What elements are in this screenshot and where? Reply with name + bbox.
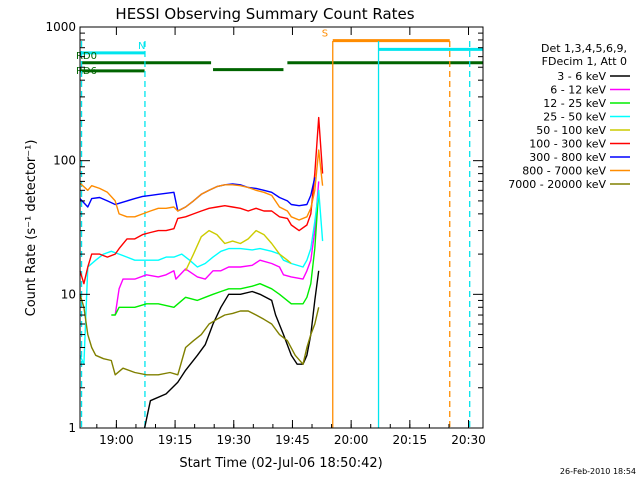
x-tick-label: 19:30 (216, 433, 251, 447)
series-line-800-7000-kev (79, 149, 324, 221)
y-axis-label: Count Rate (s⁻¹ detector⁻¹) (24, 140, 39, 317)
x-tick-label: 19:15 (158, 433, 193, 447)
series-line-6-12-kev (114, 181, 320, 316)
flag-label-s: S (322, 29, 328, 40)
legend-label-3-6-kev: 3 - 6 keV (557, 70, 606, 83)
series-line-25-50-kev (79, 189, 324, 365)
series-line-100-300-kev (79, 116, 324, 285)
axis-ticks-layer: 19:00 19:15 19:30 19:45 20:00 20:15 20:30 1 10 10… (45, 20, 485, 447)
x-axis-label: Start Time (02-Jul-06 18:50:42) (179, 456, 382, 471)
plot-frame (79, 26, 484, 429)
footer-timestamp: 26-Feb-2010 18:54 (560, 467, 636, 476)
vertical-markers-layer (80, 41, 471, 428)
legend-label-300-800-kev: 300 - 800 keV (529, 151, 606, 164)
chart-title: HESSI Observing Summary Count Rates (115, 5, 414, 23)
flag-bars-layer: NSRD0RD6 (76, 29, 483, 77)
legend-label-100-300-kev: 100 - 300 keV (529, 138, 606, 151)
x-tick-label: 20:30 (451, 433, 486, 447)
legend-label-25-50-kev: 25 - 50 keV (543, 111, 606, 124)
legend: Det 1,3,4,5,6,9,FDecim 1, Att 0 3 - 6 keV… (508, 42, 630, 191)
series-layer (79, 116, 324, 429)
legend-label-50-100-kev: 50 - 100 keV (536, 124, 606, 137)
series-line-7000-20000-kev (79, 294, 320, 376)
series-line-50-100-kev (184, 229, 292, 272)
x-tick-label: 20:00 (334, 433, 369, 447)
legend-header-line: Det 1,3,4,5,6,9, (541, 42, 627, 55)
y-tick-label: 100 (53, 154, 76, 168)
legend-label-800-7000-kev: 800 - 7000 keV (522, 165, 606, 178)
legend-label-12-25-kev: 12 - 25 keV (543, 97, 606, 110)
legend-label-6-12-kev: 6 - 12 keV (550, 84, 606, 97)
x-tick-label: 19:45 (275, 433, 310, 447)
flag-label-n: N (138, 41, 145, 52)
y-tick-label: 1000 (45, 20, 76, 34)
y-tick-label: 1 (68, 421, 76, 435)
x-tick-label: 20:15 (393, 433, 428, 447)
x-tick-label: 19:00 (99, 433, 134, 447)
flag-label-rd0: RD0 (76, 51, 97, 62)
series-line-12-25-kev (111, 190, 320, 316)
legend-label-7000-20000-kev: 7000 - 20000 keV (508, 178, 606, 191)
legend-header-line: FDecim 1, Att 0 (542, 55, 627, 68)
y-tick-label: 10 (61, 287, 76, 301)
